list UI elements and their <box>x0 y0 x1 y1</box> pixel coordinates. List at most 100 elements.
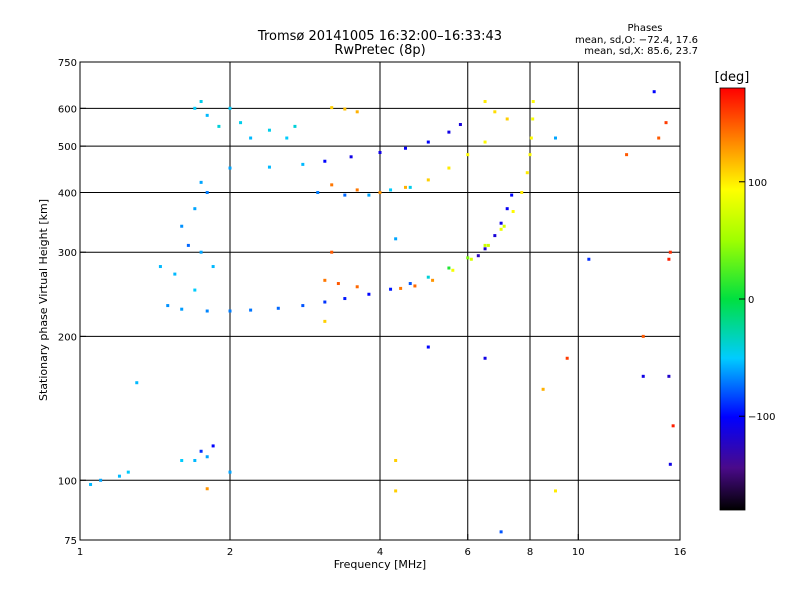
data-point <box>667 374 671 378</box>
data-point <box>553 489 557 493</box>
data-point <box>403 146 407 150</box>
data-point <box>173 272 177 276</box>
data-point <box>199 100 203 104</box>
chart-subtitle: RwPretec (8p) <box>334 43 425 58</box>
data-point <box>486 243 490 247</box>
data-point <box>483 100 487 104</box>
data-point <box>413 284 417 288</box>
data-point <box>199 180 203 184</box>
data-point <box>431 278 435 282</box>
y-tick-label: 75 <box>64 536 77 547</box>
data-point <box>525 171 529 175</box>
data-point <box>505 117 509 121</box>
x-tick-label: 10 <box>572 547 585 558</box>
data-point <box>466 256 470 260</box>
y-axis: 75 100 200 300 400 500 600 750 <box>58 58 86 547</box>
data-point <box>520 190 524 194</box>
data-point <box>293 124 297 128</box>
data-point <box>587 257 591 261</box>
data-point <box>668 250 672 254</box>
data-point <box>394 237 398 241</box>
data-point <box>652 90 656 94</box>
data-point <box>394 489 398 493</box>
data-point <box>541 387 545 391</box>
data-point <box>228 166 232 170</box>
stats-line-o: mean, sd,O: −72.4, 17.6 <box>575 35 698 46</box>
data-point <box>355 110 359 114</box>
data-point <box>426 345 430 349</box>
data-point <box>343 193 347 197</box>
data-point <box>529 136 533 140</box>
data-point <box>336 282 340 286</box>
data-point <box>671 424 675 428</box>
data-point <box>451 268 455 272</box>
data-point <box>323 159 327 163</box>
data-point <box>510 193 514 197</box>
data-point <box>367 292 371 296</box>
data-point <box>323 278 327 282</box>
y-tick-label: 500 <box>58 142 77 153</box>
data-point <box>493 234 497 238</box>
data-point <box>205 487 209 491</box>
data-point <box>367 193 371 197</box>
data-point <box>625 153 629 157</box>
data-point <box>458 123 462 127</box>
y-tick-label: 200 <box>58 332 77 343</box>
data-point <box>389 287 393 291</box>
stats-line-x: mean, sd,X: 85.6, 23.7 <box>584 46 698 57</box>
data-point <box>565 356 569 360</box>
data-point <box>426 275 430 279</box>
colorbar-tick-label: −100 <box>748 412 775 423</box>
data-point <box>502 224 506 228</box>
x-tick-label: 2 <box>227 547 233 558</box>
stats-heading: Phases <box>627 23 662 34</box>
data-point <box>499 227 503 231</box>
data-point <box>267 165 271 169</box>
data-point <box>389 188 393 192</box>
data-point <box>355 188 359 192</box>
data-point <box>349 155 353 159</box>
data-point <box>476 254 480 258</box>
colorbar-tick-label: 100 <box>748 178 767 189</box>
data-point <box>330 250 334 254</box>
data-point <box>99 478 103 482</box>
y-tick-label: 600 <box>58 104 77 115</box>
x-tick-label: 6 <box>465 547 471 558</box>
data-point <box>426 178 430 182</box>
data-point <box>531 100 535 104</box>
data-point <box>323 300 327 304</box>
data-point <box>249 308 253 312</box>
data-point <box>217 124 221 128</box>
data-point <box>553 136 557 140</box>
y-axis-label: Stationary phase Virtual Height [km] <box>37 199 50 401</box>
data-point <box>426 140 430 144</box>
data-point <box>199 449 203 453</box>
data-point <box>205 455 209 459</box>
data-point <box>399 286 403 290</box>
x-axis: 1 2 4 6 8 10 16 <box>77 534 686 558</box>
data-point <box>378 190 382 194</box>
x-axis-label: Frequency [MHz] <box>334 558 426 571</box>
data-point <box>180 458 184 462</box>
data-point <box>667 257 671 261</box>
data-point <box>205 309 209 313</box>
data-point <box>493 110 497 114</box>
y-tick-label: 300 <box>58 248 77 259</box>
data-point <box>228 106 232 110</box>
data-point <box>158 265 162 269</box>
data-point <box>378 150 382 154</box>
data-point <box>193 106 197 110</box>
data-point <box>499 530 503 534</box>
data-point <box>166 304 170 308</box>
x-tick-label: 1 <box>77 547 83 558</box>
data-point <box>228 470 232 474</box>
data-point <box>343 297 347 301</box>
data-point <box>408 282 412 286</box>
data-point <box>657 136 661 140</box>
data-point <box>301 162 305 166</box>
x-tick-label: 8 <box>527 547 533 558</box>
data-point <box>447 266 451 270</box>
colorbar-label: [deg] <box>715 70 750 85</box>
data-point <box>343 107 347 111</box>
